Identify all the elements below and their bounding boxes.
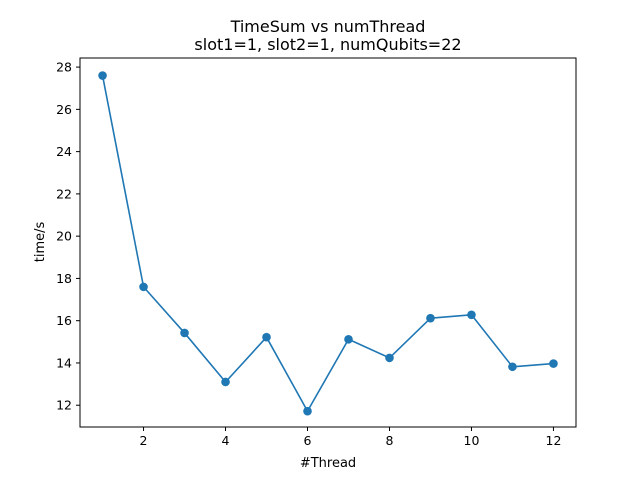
data-point (467, 310, 476, 320)
data-point (221, 377, 230, 387)
plot-area-frame (79, 57, 577, 428)
data-point (262, 332, 271, 342)
x-tick-label: 4 (222, 433, 230, 448)
y-tick-label: 26 (56, 102, 72, 117)
y-tick-label: 20 (56, 229, 72, 244)
x-tick-label: 8 (386, 433, 394, 448)
data-point (303, 406, 312, 416)
series-group (98, 71, 558, 416)
data-point (385, 353, 394, 363)
data-point (344, 334, 353, 344)
y-tick-label: 16 (56, 313, 72, 328)
y-tick-label: 12 (56, 398, 72, 413)
x-axis-label: #Thread (300, 456, 356, 471)
data-point (180, 328, 189, 338)
data-point (549, 359, 558, 368)
data-point (426, 313, 435, 323)
y-tick-label: 22 (56, 186, 72, 201)
data-point (98, 71, 107, 80)
chart-subtitle: slot1=1, slot2=1, numQubits=22 (194, 35, 461, 54)
y-tick-label: 24 (56, 144, 72, 159)
x-axis: 2 4 6 8 10 12 (140, 427, 562, 448)
x-tick-label: 6 (304, 433, 312, 448)
x-tick-label: 10 (464, 433, 480, 448)
y-tick-label: 18 (56, 271, 72, 286)
y-axis: 12 14 16 18 20 22 24 26 28 (56, 60, 80, 413)
y-tick-label: 28 (56, 60, 72, 75)
data-point (508, 362, 517, 372)
chart-title: TimeSum vs numThread (230, 17, 426, 36)
series-line (101, 75, 554, 412)
data-point (139, 282, 148, 292)
x-tick-label: 12 (546, 433, 562, 448)
x-tick-label: 2 (140, 433, 148, 448)
y-axis-label: time/s (33, 222, 48, 263)
y-tick-label: 14 (56, 355, 72, 370)
